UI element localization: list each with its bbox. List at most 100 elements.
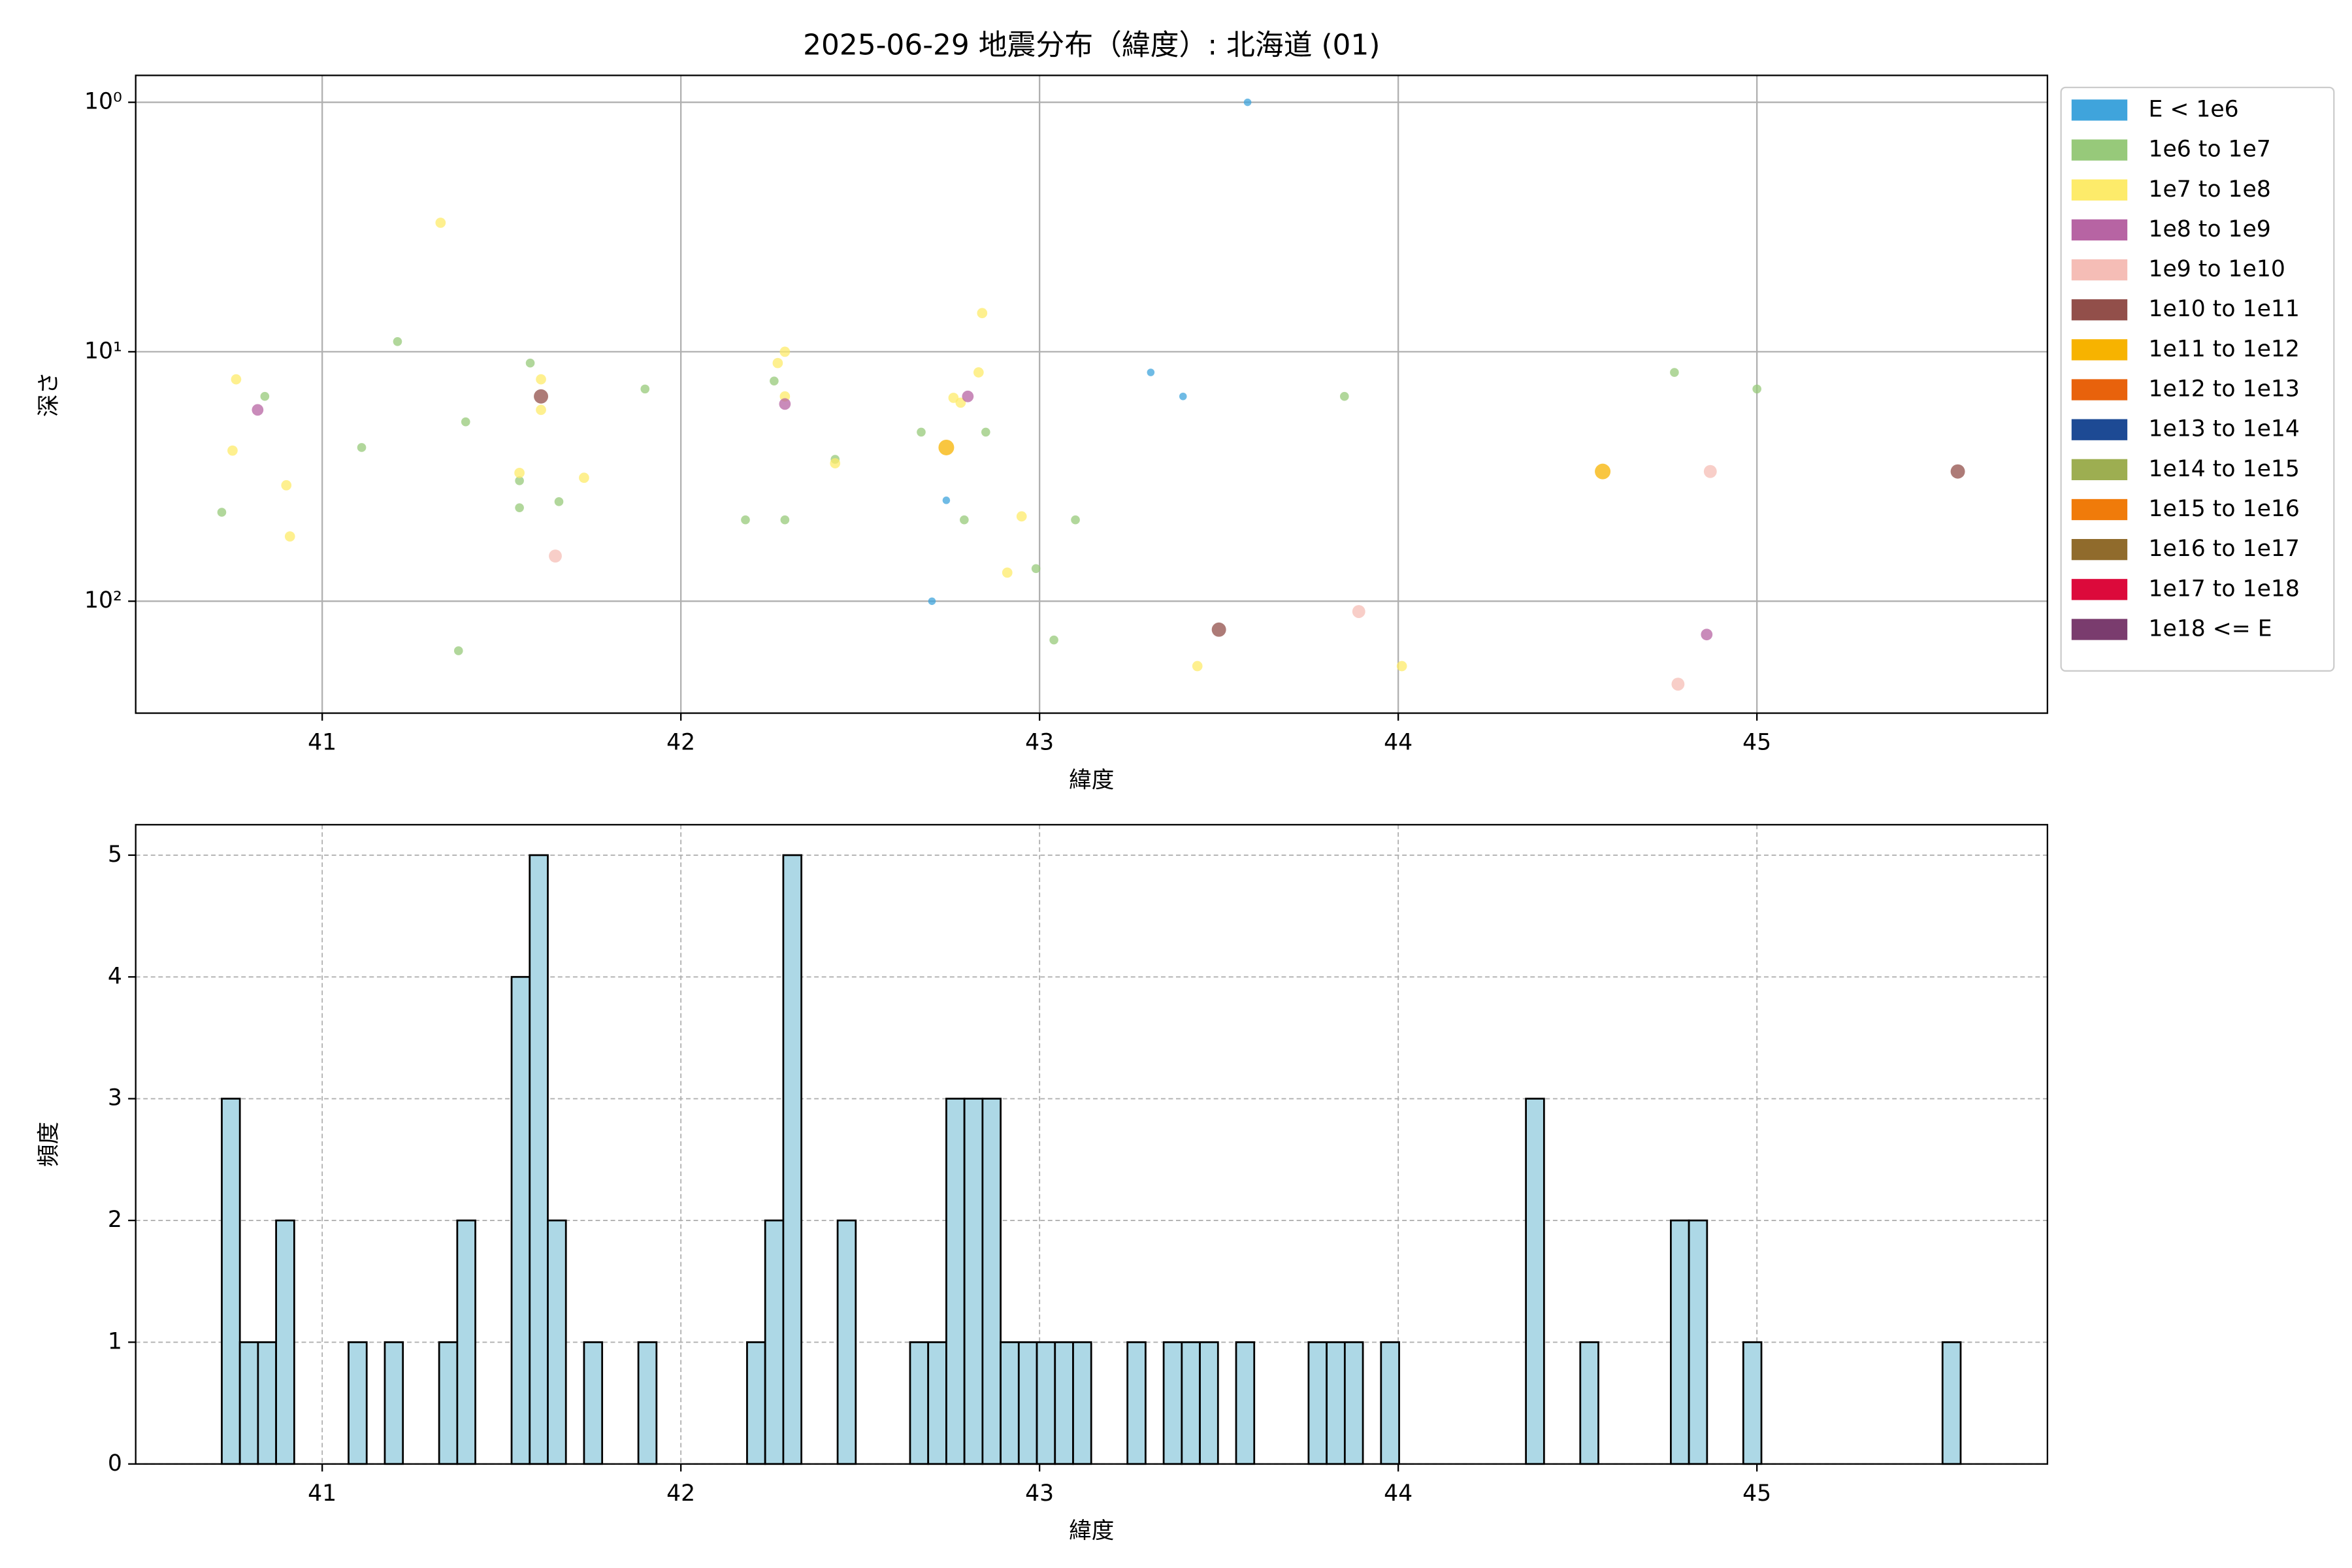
point xyxy=(393,336,402,346)
legend-label: 1e14 to 1e15 xyxy=(2148,456,2299,482)
legend-swatch xyxy=(2071,579,2128,600)
legend-box xyxy=(2060,86,2335,672)
point xyxy=(1396,661,1407,672)
point xyxy=(260,391,270,401)
point xyxy=(1016,511,1027,522)
legend-label: 1e9 to 1e10 xyxy=(2148,256,2285,282)
bar xyxy=(1126,1341,1147,1465)
bar xyxy=(746,1341,766,1465)
legend-label: 1e7 to 1e8 xyxy=(2148,176,2270,203)
bar xyxy=(510,975,531,1465)
point xyxy=(962,390,974,402)
point xyxy=(948,393,959,403)
bar xyxy=(275,1219,295,1465)
point xyxy=(515,503,524,512)
bar xyxy=(1742,1341,1763,1465)
bar xyxy=(909,1341,930,1465)
point xyxy=(514,468,525,478)
x-tick-label: 45 xyxy=(1742,1480,1771,1507)
point xyxy=(1002,567,1013,578)
point xyxy=(252,404,264,416)
legend-label: 1e6 to 1e7 xyxy=(2148,137,2270,163)
bar xyxy=(1000,1341,1020,1465)
point xyxy=(534,389,549,404)
point xyxy=(977,308,988,319)
x-axis-label: 緯度 xyxy=(1069,1518,1114,1544)
bar xyxy=(1380,1341,1400,1465)
bar xyxy=(1343,1341,1364,1465)
bar xyxy=(1072,1341,1092,1465)
legend-swatch xyxy=(2071,219,2128,241)
point xyxy=(217,508,227,517)
point xyxy=(1352,605,1365,618)
bar xyxy=(1941,1341,1962,1465)
x-tick-label: 42 xyxy=(666,1480,695,1507)
point xyxy=(779,346,791,357)
bar xyxy=(1235,1341,1256,1465)
point xyxy=(1670,368,1679,377)
point xyxy=(1031,564,1041,574)
point xyxy=(779,398,791,410)
legend-swatch xyxy=(2071,299,2128,321)
legend-label: 1e15 to 1e16 xyxy=(2148,496,2299,522)
legend-swatch xyxy=(2071,179,2128,201)
bar xyxy=(438,1341,459,1465)
point xyxy=(1703,465,1717,478)
x-tick-label: 44 xyxy=(1384,1480,1413,1507)
point xyxy=(770,376,779,385)
point xyxy=(942,497,951,504)
x-axis-label: 緯度 xyxy=(1069,767,1114,793)
point xyxy=(830,458,841,468)
bar xyxy=(348,1341,368,1465)
legend-label: 1e8 to 1e9 xyxy=(2148,216,2270,242)
x-tick-label: 41 xyxy=(308,730,336,756)
bar xyxy=(456,1219,476,1465)
point xyxy=(1243,98,1252,106)
bar xyxy=(529,854,549,1465)
point xyxy=(1179,392,1187,400)
point xyxy=(772,357,783,368)
x-tick-label: 41 xyxy=(308,1480,336,1507)
point xyxy=(1340,391,1349,401)
bar xyxy=(1036,1341,1056,1465)
point xyxy=(1595,463,1611,480)
y-tick-label: 1 xyxy=(108,1328,122,1354)
point xyxy=(973,367,984,378)
point xyxy=(741,515,750,525)
point xyxy=(515,476,524,485)
x-tick-label: 45 xyxy=(1742,730,1771,756)
legend-swatch xyxy=(2071,539,2128,561)
bar xyxy=(945,1098,966,1465)
point xyxy=(1211,622,1226,637)
point xyxy=(554,497,564,506)
x-tick-label: 44 xyxy=(1384,730,1413,756)
point xyxy=(579,472,589,483)
legend-label: E < 1e6 xyxy=(2148,96,2238,122)
bar xyxy=(927,1341,947,1465)
x-tick-label: 42 xyxy=(666,730,695,756)
legend-swatch xyxy=(2071,619,2128,640)
x-tick-label: 43 xyxy=(1025,730,1054,756)
legend-label: 1e17 to 1e18 xyxy=(2148,576,2299,602)
point xyxy=(536,404,546,416)
bar xyxy=(1181,1341,1201,1465)
point xyxy=(917,427,926,437)
point xyxy=(1671,678,1685,691)
point xyxy=(549,549,562,563)
bar xyxy=(1326,1341,1346,1465)
y-tick-label: 10⁰ xyxy=(84,89,122,115)
legend-swatch xyxy=(2071,99,2128,121)
legend-swatch xyxy=(2071,379,2128,400)
bar xyxy=(1525,1098,1545,1465)
point xyxy=(357,443,367,452)
y-tick-label: 3 xyxy=(108,1085,122,1111)
y-tick-label: 2 xyxy=(108,1207,122,1233)
point xyxy=(928,597,936,605)
legend-label: 1e11 to 1e12 xyxy=(2148,336,2299,362)
point xyxy=(938,439,955,455)
bar xyxy=(1670,1219,1690,1465)
bar xyxy=(981,1098,1002,1465)
